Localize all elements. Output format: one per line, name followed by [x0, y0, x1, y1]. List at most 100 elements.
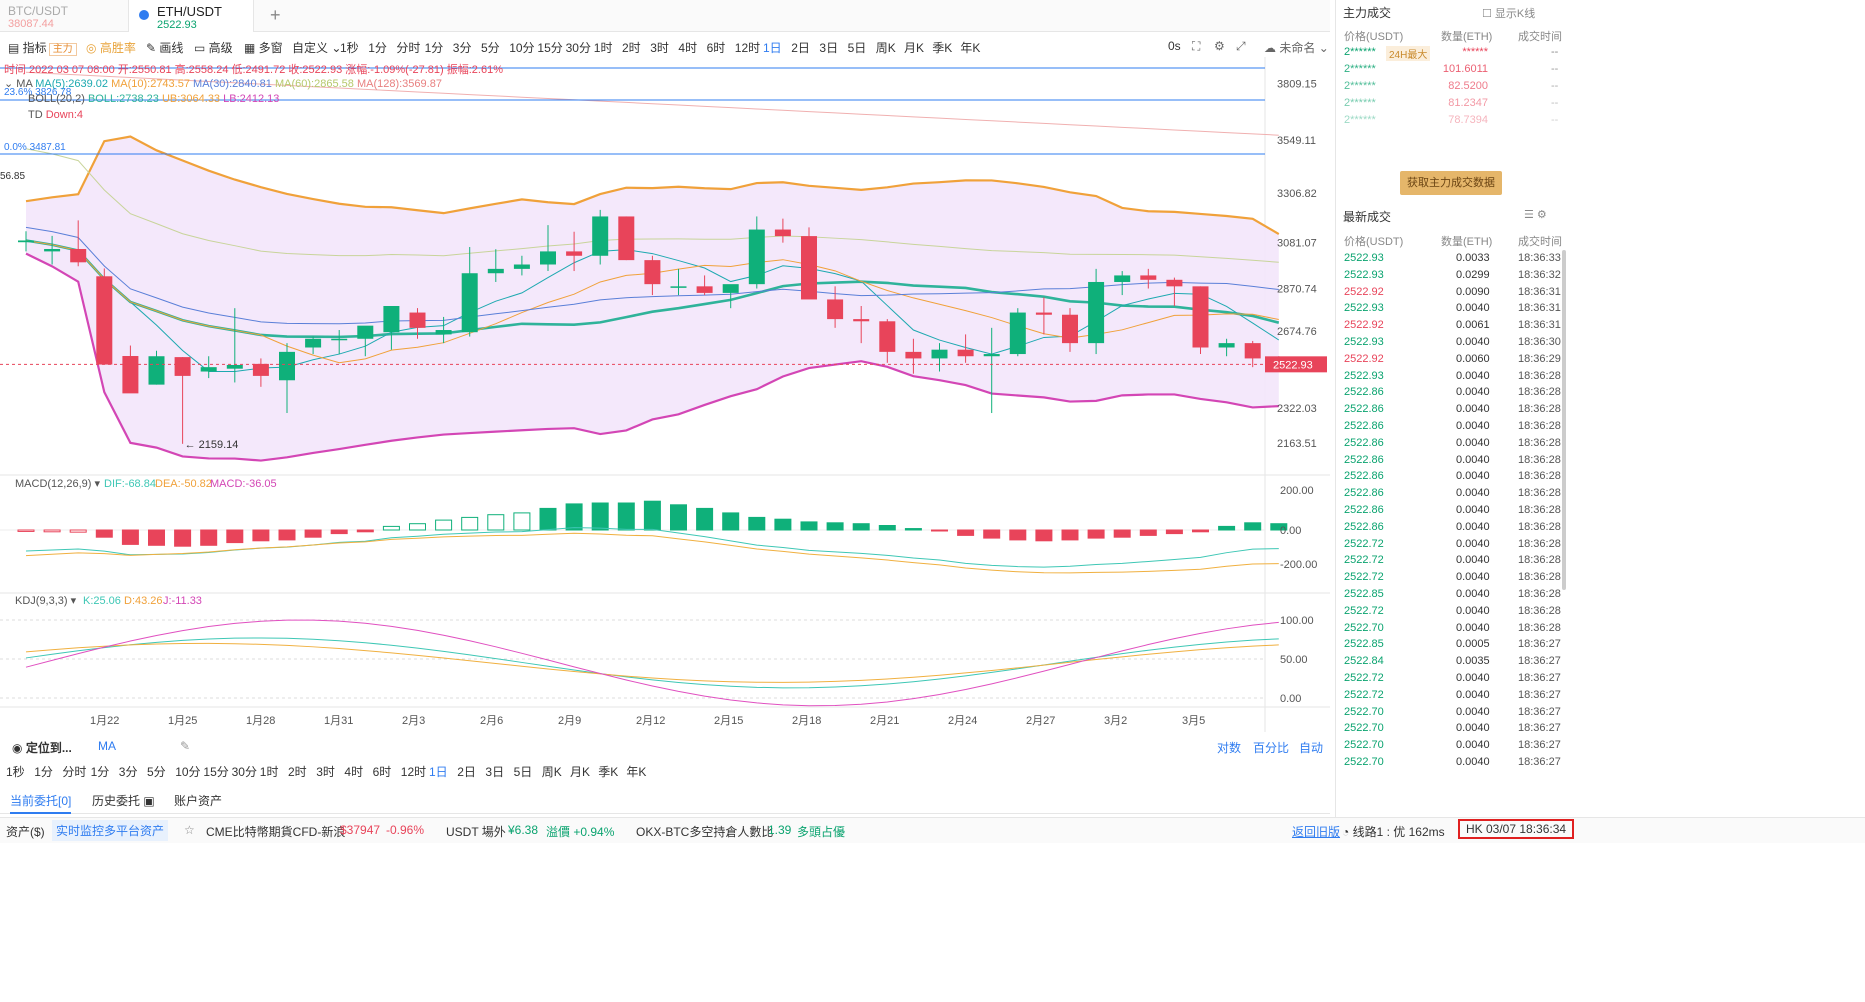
interval-22[interactable]: 年K [626, 765, 647, 779]
layout-dropdown[interactable]: ☁ 未命名 ⌄ [1264, 41, 1329, 55]
trade-qty: 0.0040 [1456, 504, 1490, 516]
macd-histogram-bar [1165, 529, 1183, 535]
interval-4[interactable]: 3分 [452, 41, 472, 55]
kdj-j-value: J:-11.33 [163, 595, 202, 607]
tab-btc-usdt[interactable]: BTC/USDT 38087.44 [0, 0, 128, 32]
interval-18[interactable]: 5日 [513, 765, 533, 779]
interval-14[interactable]: 12时 [400, 765, 427, 779]
interval-12[interactable]: 4时 [678, 41, 698, 55]
interval-3[interactable]: 1分 [90, 765, 110, 779]
win-rate-button[interactable]: ◎ 高胜率 [86, 41, 136, 55]
interval-19[interactable]: 周K [541, 765, 562, 779]
candle-body [1244, 343, 1261, 359]
interval-2[interactable]: 分时 [62, 765, 87, 779]
trade-time: 18:36:28 [1518, 588, 1561, 600]
back-old-version-link[interactable]: 返回旧版 [1292, 825, 1341, 839]
boll-lower-line [25, 252, 1279, 462]
wifi-icon: ◔ [1342, 825, 1353, 839]
custom-dropdown[interactable]: 自定义 ⌄ [292, 41, 342, 55]
trade-qty: 0.0040 [1456, 436, 1490, 449]
interval-8[interactable]: 30分 [231, 765, 257, 779]
layout-name: 未命名 [1279, 41, 1316, 55]
trade-row: 2522.70 0.0040 18:36:28 [1336, 622, 1566, 639]
interval-0[interactable]: 1秒 [6, 765, 25, 779]
interval-17[interactable]: 3日 [819, 41, 839, 55]
interval-22[interactable]: 年K [960, 41, 981, 55]
monitor-assets-button[interactable]: 实时监控多平台资产 [52, 820, 169, 841]
settings-icon[interactable]: ⚙ [1214, 39, 1225, 53]
interval-10[interactable]: 2时 [288, 765, 307, 779]
interval-13[interactable]: 6时 [372, 765, 392, 779]
interval-1[interactable]: 1分 [368, 41, 387, 55]
expand-icon[interactable]: ⤢ [1236, 39, 1246, 53]
indicator-label: 指标 [22, 41, 47, 55]
indicator-button[interactable]: ▤ 指标 主力 [8, 39, 77, 56]
auto-scale-button[interactable]: 自动 [1299, 741, 1324, 755]
interval-15[interactable]: 1日 [763, 41, 782, 55]
interval-7[interactable]: 15分 [203, 765, 229, 779]
interval-0[interactable]: 1秒 [340, 41, 359, 55]
draw-button[interactable]: ✎ 画线 [146, 41, 184, 55]
interval-18[interactable]: 5日 [847, 41, 867, 55]
edit-icon[interactable]: ✎ [180, 739, 191, 753]
advanced-button[interactable]: ▭ 高级 [194, 41, 233, 55]
interval-15[interactable]: 1日 [429, 765, 448, 779]
macd-histogram-bar [591, 502, 609, 531]
tab-order-history[interactable]: 历史委托 ▣ [92, 792, 155, 809]
list-icon[interactable]: ☰ ⚙ [1524, 209, 1547, 221]
percent-scale-button[interactable]: 百分比 [1253, 741, 1290, 755]
interval-11[interactable]: 3时 [650, 41, 669, 55]
interval-9[interactable]: 1时 [593, 41, 613, 55]
interval-4[interactable]: 3分 [118, 765, 138, 779]
interval-8[interactable]: 30分 [565, 41, 591, 55]
latest-col-qty: 数量(ETH) [1441, 236, 1493, 248]
interval-5[interactable]: 5分 [147, 765, 166, 779]
signal-line[interactable]: ◔ 线路1 : 优 162ms [1342, 823, 1445, 840]
tab-eth-usdt[interactable]: ETH/USDT 2522.93 [128, 0, 254, 32]
interval-10[interactable]: 2时 [622, 41, 641, 55]
interval-21[interactable]: 季K [932, 41, 953, 55]
interval-13[interactable]: 6时 [706, 41, 726, 55]
interval-21[interactable]: 季K [598, 765, 619, 779]
interval-6[interactable]: 10分 [175, 765, 201, 779]
trade-time: 18:36:28 [1518, 420, 1561, 432]
ma-toggle[interactable]: MA [98, 739, 116, 753]
interval-2[interactable]: 分时 [396, 41, 421, 55]
trade-row: 2522.86 0.0040 18:36:28 [1336, 386, 1566, 403]
interval-16[interactable]: 2日 [457, 765, 476, 779]
scrollbar[interactable] [1562, 250, 1566, 590]
interval-17[interactable]: 3日 [485, 765, 505, 779]
log-scale-button[interactable]: 对数 [1217, 741, 1242, 755]
interval-9[interactable]: 1时 [259, 765, 279, 779]
candle-body [331, 338, 348, 341]
interval-6[interactable]: 10分 [509, 41, 535, 55]
kdj-label: KDJ(9,3,3) ▾ [15, 595, 77, 607]
interval-20[interactable]: 月K [904, 41, 925, 55]
star-icon[interactable]: ☆ [184, 823, 195, 837]
interval-19[interactable]: 周K [875, 41, 896, 55]
add-tab-button[interactable]: + [270, 5, 281, 25]
candle-body [983, 354, 1000, 357]
interval-11[interactable]: 3时 [316, 765, 335, 779]
tab-account-assets[interactable]: 账户资产 [174, 794, 223, 808]
trade-qty: 0.0040 [1456, 369, 1490, 382]
tab-current-orders[interactable]: 当前委托[0] [10, 792, 72, 814]
interval-20[interactable]: 月K [570, 765, 591, 779]
multi-window-button[interactable]: ▦ 多窗 [244, 41, 283, 55]
fullscreen-icon[interactable]: ⛶ [1192, 39, 1201, 53]
interval-5[interactable]: 5分 [481, 41, 500, 55]
locate-button[interactable]: ◉ 定位到... [12, 741, 72, 755]
trade-qty: 0.0040 [1456, 386, 1490, 399]
interval-1[interactable]: 1分 [34, 765, 53, 779]
trade-price: 2522.86 [1344, 520, 1384, 533]
fetch-main-trades-button[interactable]: 获取主力成交数据 [1400, 171, 1502, 195]
show-k-checkbox[interactable]: ☐ 显示K线 [1482, 8, 1536, 20]
interval-16[interactable]: 2日 [791, 41, 810, 55]
interval-14[interactable]: 12时 [734, 41, 761, 55]
kline-chart[interactable]: 23.6% 3826.78 0.0% 3487.81 56.85 2522.93 ← 2… [0, 57, 1330, 732]
tab-price: 38087.44 [8, 18, 54, 30]
interval-3[interactable]: 1分 [424, 41, 444, 55]
trade-price: 2****** [1344, 114, 1376, 126]
interval-7[interactable]: 15分 [537, 41, 563, 55]
interval-12[interactable]: 4时 [344, 765, 364, 779]
